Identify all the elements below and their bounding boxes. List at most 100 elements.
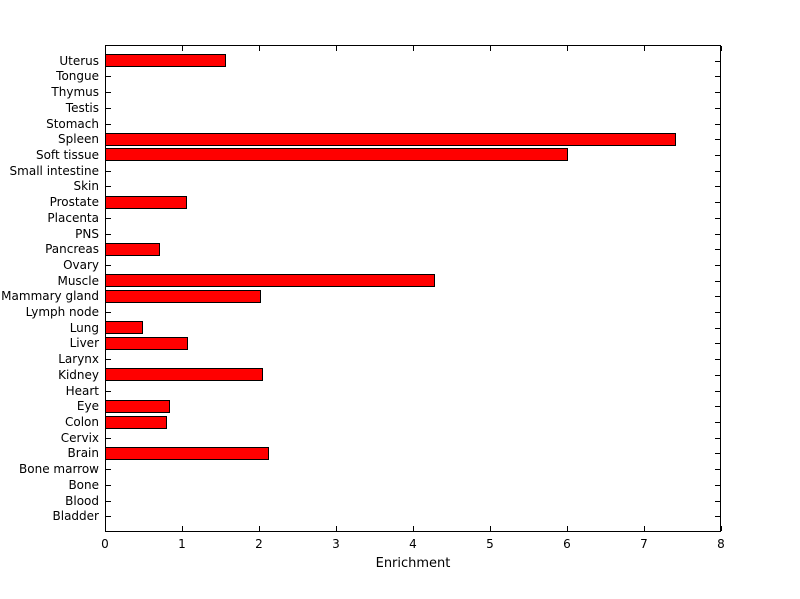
bar-spleen <box>105 132 677 146</box>
ytick-right <box>715 107 720 109</box>
ytick-label-mammary-gland: Mammary gland <box>1 289 99 304</box>
ytick-label-skin: Skin <box>73 179 99 194</box>
ytick-right <box>715 233 720 235</box>
ytick-label-colon: Colon <box>64 415 99 430</box>
bar-kidney <box>105 368 263 382</box>
ytick-label-thymus: Thymus <box>51 85 99 100</box>
ytick-label-testis: Testis <box>65 100 99 115</box>
ytick-label-heart: Heart <box>65 383 99 398</box>
ytick-right <box>715 390 720 392</box>
ytick-label-blood: Blood <box>65 493 99 508</box>
xtick-bottom <box>413 526 414 531</box>
bar-eye <box>105 399 171 413</box>
xtick-bottom <box>105 526 106 531</box>
ytick-left <box>106 390 111 392</box>
bar-colon <box>105 415 167 429</box>
xtick-bottom <box>182 526 183 531</box>
xtick-top <box>490 46 491 51</box>
ytick-label-larynx: Larynx <box>58 352 99 367</box>
xtick-label-5: 5 <box>486 537 494 551</box>
xtick-bottom <box>721 526 722 531</box>
ytick-label-pns: PNS <box>75 226 99 241</box>
xtick-top <box>644 46 645 51</box>
ytick-right <box>715 312 720 314</box>
ytick-left <box>106 217 111 219</box>
ytick-left <box>106 469 111 471</box>
xtick-label-3: 3 <box>332 537 340 551</box>
ytick-right <box>715 76 720 78</box>
xtick-bottom <box>259 526 260 531</box>
ytick-right <box>715 422 720 424</box>
xtick-label-1: 1 <box>178 537 186 551</box>
ytick-left <box>106 312 111 314</box>
ytick-right <box>715 170 720 172</box>
ytick-right <box>715 516 720 518</box>
ytick-label-small-intestine: Small intestine <box>9 163 99 178</box>
ytick-left <box>106 107 111 109</box>
xtick-label-8: 8 <box>717 537 725 551</box>
xtick-label-2: 2 <box>255 537 263 551</box>
xtick-top <box>413 46 414 51</box>
ytick-right <box>715 249 720 251</box>
bar-brain <box>105 446 269 460</box>
xtick-top <box>721 46 722 51</box>
xtick-top <box>105 46 106 51</box>
ytick-label-cervix: Cervix <box>60 430 99 445</box>
ytick-right <box>715 280 720 282</box>
ytick-left <box>106 186 111 188</box>
ytick-label-kidney: Kidney <box>58 367 99 382</box>
ytick-right <box>715 60 720 62</box>
bar-mammary-gland <box>105 289 262 303</box>
ytick-label-bladder: Bladder <box>52 509 99 524</box>
ytick-label-spleen: Spleen <box>58 132 99 147</box>
ytick-right <box>715 154 720 156</box>
ytick-left <box>106 516 111 518</box>
ytick-label-liver: Liver <box>69 336 99 351</box>
ytick-right <box>715 500 720 502</box>
ytick-label-uterus: Uterus <box>59 53 99 68</box>
ytick-left <box>106 264 111 266</box>
ytick-right <box>715 406 720 408</box>
xtick-bottom <box>644 526 645 531</box>
ytick-right <box>715 139 720 141</box>
bar-pancreas <box>105 242 160 256</box>
ytick-label-prostate: Prostate <box>49 195 99 210</box>
ytick-label-lymph-node: Lymph node <box>25 305 99 320</box>
x-axis-title: Enrichment <box>375 556 451 571</box>
ytick-label-pancreas: Pancreas <box>45 242 99 257</box>
xtick-top <box>336 46 337 51</box>
xtick-label-7: 7 <box>640 537 648 551</box>
xtick-bottom <box>567 526 568 531</box>
ytick-label-bone: Bone <box>68 477 99 492</box>
ytick-label-bone-marrow: Bone marrow <box>19 462 99 477</box>
ytick-left <box>106 484 111 486</box>
ytick-right <box>715 123 720 125</box>
xtick-top <box>182 46 183 51</box>
bar-muscle <box>105 274 435 288</box>
bar-soft-tissue <box>105 148 568 162</box>
ytick-right <box>715 296 720 298</box>
ytick-right <box>715 374 720 376</box>
ytick-label-eye: Eye <box>76 399 99 414</box>
ytick-left <box>106 233 111 235</box>
ytick-right <box>715 484 720 486</box>
ytick-right <box>715 202 720 204</box>
xtick-bottom <box>490 526 491 531</box>
ytick-label-soft-tissue: Soft tissue <box>35 147 99 162</box>
ytick-left <box>106 437 111 439</box>
xtick-label-0: 0 <box>101 537 109 551</box>
ytick-left <box>106 123 111 125</box>
ytick-right <box>715 264 720 266</box>
ytick-right <box>715 469 720 471</box>
ytick-label-lung: Lung <box>69 320 99 335</box>
ytick-right <box>715 92 720 94</box>
ytick-right <box>715 217 720 219</box>
xtick-top <box>259 46 260 51</box>
ytick-right <box>715 453 720 455</box>
xtick-label-6: 6 <box>563 537 571 551</box>
ytick-label-ovary: Ovary <box>63 257 99 272</box>
ytick-left <box>106 76 111 78</box>
bar-prostate <box>105 195 187 209</box>
ytick-right <box>715 186 720 188</box>
